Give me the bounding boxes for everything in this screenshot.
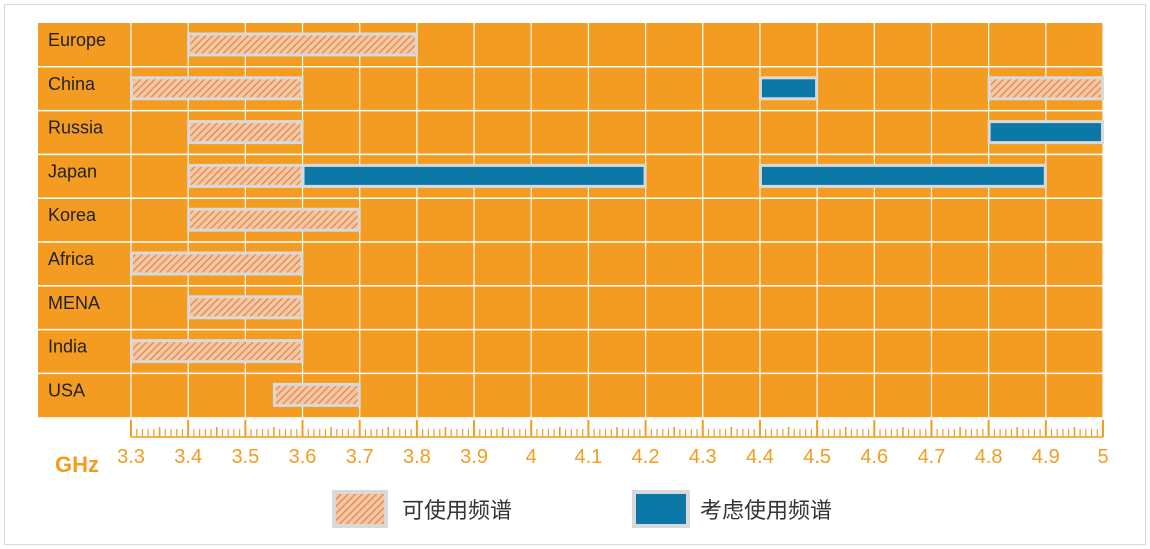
chart-frame <box>4 4 1146 545</box>
row-label-africa: Africa <box>48 249 95 269</box>
x-tick-label: 4.6 <box>860 446 888 468</box>
row-label-usa: USA <box>48 380 85 400</box>
x-tick-label: 4 <box>526 446 537 468</box>
row-label-china: China <box>48 74 96 94</box>
bar-available-russia <box>187 120 304 145</box>
x-tick-label: 3.3 <box>117 446 145 468</box>
bar-considered-russia <box>987 120 1104 145</box>
x-tick-label: 4.3 <box>689 446 717 468</box>
bar-available-india <box>130 339 304 364</box>
x-tick-label: 5 <box>1097 446 1108 468</box>
x-tick-label: 4.8 <box>975 446 1003 468</box>
bar-available-mena <box>187 295 304 320</box>
x-tick-label: 3.8 <box>403 446 431 468</box>
x-tick-label: 4.1 <box>575 446 603 468</box>
bar-available-usa <box>272 382 361 407</box>
row-label-india: India <box>48 337 88 357</box>
row-label-europe: Europe <box>48 30 106 50</box>
bar-considered-japan <box>758 163 1047 188</box>
bar-considered-china <box>758 76 819 101</box>
bar-considered-japan <box>301 163 647 188</box>
x-tick-label: 4.4 <box>746 446 774 468</box>
bar-available-korea <box>187 207 361 232</box>
bar-available-europe <box>187 32 418 57</box>
legend-swatch-considered <box>632 490 690 528</box>
axis-unit-label: GHz <box>55 452 99 477</box>
x-axis: 3.3 3.4 3.5 3.6 3.7 3.8 3.9 4 4.1 4.2 4.3 4.4 4.5 4.6… <box>117 420 1109 468</box>
legend-label-available: 可使用频谱 <box>402 499 513 524</box>
legend-label-considered: 考虑使用频谱 <box>700 499 833 524</box>
x-tick-label: 3.4 <box>174 446 202 468</box>
x-tick-label: 3.6 <box>289 446 317 468</box>
row-label-korea: Korea <box>48 205 97 225</box>
x-tick-label: 4.9 <box>1032 446 1060 468</box>
row-label-mena: MENA <box>48 293 100 313</box>
x-tick-label: 3.9 <box>460 446 488 468</box>
row-label-japan: Japan <box>48 161 97 181</box>
row-labels: Europe China Russia Japan Korea Africa MENA Ind… <box>48 30 106 400</box>
x-tick-label: 4.7 <box>918 446 946 468</box>
x-tick-label: 4.2 <box>632 446 660 468</box>
bar-available-africa <box>130 251 304 276</box>
row-label-russia: Russia <box>48 118 104 138</box>
x-tick-label: 4.5 <box>803 446 831 468</box>
x-tick-label: 3.7 <box>346 446 374 468</box>
bar-available-china <box>130 76 304 101</box>
bar-available-china <box>987 76 1104 101</box>
x-tick-label: 3.5 <box>231 446 259 468</box>
bars <box>130 32 1104 407</box>
legend-swatch-available <box>332 490 388 528</box>
bar-available-japan <box>187 163 304 188</box>
